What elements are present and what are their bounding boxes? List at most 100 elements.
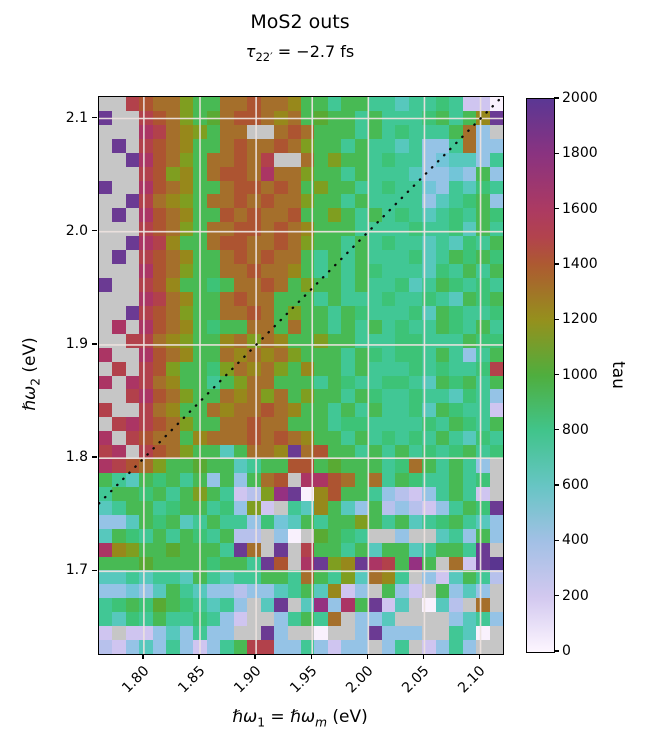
- heatmap-cell: [152, 236, 167, 251]
- heatmap-cell: [274, 500, 288, 515]
- heatmap-cell: [354, 584, 369, 599]
- heatmap-cell: [354, 152, 369, 167]
- heatmap-cell: [449, 514, 463, 529]
- heatmap-cell: [300, 222, 315, 237]
- heatmap-cell: [327, 417, 342, 432]
- heatmap-cell: [435, 598, 450, 613]
- heatmap-cell: [206, 500, 221, 515]
- heatmap-cell: [462, 626, 477, 641]
- heatmap-cell: [354, 542, 369, 557]
- heatmap-cell: [233, 417, 248, 432]
- heatmap-cell: [300, 236, 315, 251]
- heatmap-cell: [314, 361, 328, 376]
- heatmap-cell: [381, 598, 396, 613]
- heatmap-cell: [314, 445, 328, 460]
- colorbar-tick-mark: [554, 97, 559, 99]
- colorbar-tick-mark: [554, 318, 559, 320]
- heatmap-cell: [99, 640, 113, 654]
- heatmap-cell: [287, 431, 301, 446]
- heatmap-cell: [381, 500, 396, 515]
- heatmap-cell: [327, 542, 342, 557]
- heatmap-cell: [220, 166, 234, 181]
- heatmap-cell: [274, 514, 288, 529]
- heatmap-cell: [422, 640, 436, 654]
- heatmap-cell: [233, 319, 248, 334]
- heatmap-cell: [381, 556, 396, 571]
- heatmap-cell: [435, 291, 450, 306]
- heatmap-cell: [274, 166, 288, 181]
- heatmap-cell: [395, 472, 409, 487]
- heatmap-cell: [341, 166, 355, 181]
- heatmap-cell: [125, 486, 140, 501]
- heatmap-cell: [381, 361, 396, 376]
- heatmap-cell: [112, 486, 126, 501]
- heatmap-cell: [233, 347, 248, 362]
- heatmap-cell: [152, 278, 167, 292]
- heatmap-cell: [139, 236, 153, 251]
- heatmap-cell: [274, 542, 288, 557]
- heatmap-cell: [341, 375, 355, 390]
- heatmap-cell: [327, 584, 342, 599]
- heatmap-cell: [206, 626, 221, 641]
- heatmap-cell: [408, 236, 423, 251]
- heatmap-cell: [341, 500, 355, 515]
- heatmap-cell: [247, 542, 261, 557]
- heatmap-cell: [476, 236, 490, 251]
- heatmap-cell: [489, 319, 503, 334]
- heatmap-cell: [179, 361, 194, 376]
- heatmap-cell: [166, 500, 180, 515]
- heatmap-cell: [314, 264, 328, 279]
- heatmap-cell: [368, 180, 382, 195]
- heatmap-cell: [341, 459, 355, 473]
- heatmap-cell: [125, 528, 140, 543]
- heatmap-cell: [341, 291, 355, 306]
- heatmap-cell: [300, 403, 315, 418]
- heatmap-cell: [408, 640, 423, 654]
- heatmap-cell: [449, 584, 463, 599]
- heatmap-cell: [476, 472, 490, 487]
- colorbar-tick-mark: [554, 484, 559, 486]
- heatmap-cell: [476, 486, 490, 501]
- y-tick-mark: [91, 456, 97, 458]
- heatmap-cell: [166, 152, 180, 167]
- heatmap-cell: [341, 138, 355, 153]
- x-tick-mark: [422, 654, 425, 660]
- heatmap-cell: [220, 319, 234, 334]
- heatmap-cell: [139, 500, 153, 515]
- heatmap-cell: [139, 291, 153, 306]
- heatmap-cell: [422, 319, 436, 334]
- heatmap-cell: [152, 124, 167, 139]
- heatmap-cell: [274, 124, 288, 139]
- heatmap-cell: [152, 208, 167, 223]
- heatmap-cell: [260, 584, 275, 599]
- heatmap-cell: [422, 514, 436, 529]
- heatmap-cell: [435, 319, 450, 334]
- heatmap-cell: [435, 208, 450, 223]
- heatmap-cell: [381, 389, 396, 404]
- heatmap-cell: [152, 166, 167, 181]
- heatmap-cell: [300, 389, 315, 404]
- heatmap-cell: [435, 389, 450, 404]
- heatmap-cell: [247, 459, 261, 473]
- heatmap-cell: [125, 375, 140, 390]
- heatmap-cell: [408, 514, 423, 529]
- colorbar-tick-label: 1000: [562, 366, 598, 383]
- heatmap-cell: [300, 640, 315, 654]
- heatmap-cell: [287, 180, 301, 195]
- heatmap-cell: [327, 570, 342, 585]
- heatmap-cell: [247, 291, 261, 306]
- heatmap-cell: [206, 264, 221, 279]
- heatmap-cell: [179, 124, 194, 139]
- heatmap-cell: [327, 486, 342, 501]
- heatmap-cell: [166, 138, 180, 153]
- heatmap-cell: [314, 375, 328, 390]
- heatmap-cell: [233, 626, 248, 641]
- heatmap-cell: [220, 222, 234, 237]
- heatmap-cell: [166, 124, 180, 139]
- heatmap-cell: [462, 528, 477, 543]
- subtitle-tau-symbol: τ: [245, 42, 256, 61]
- heatmap-cell: [139, 361, 153, 376]
- heatmap-cell: [462, 291, 477, 306]
- heatmap-cell: [287, 208, 301, 223]
- heatmap-cell: [368, 291, 382, 306]
